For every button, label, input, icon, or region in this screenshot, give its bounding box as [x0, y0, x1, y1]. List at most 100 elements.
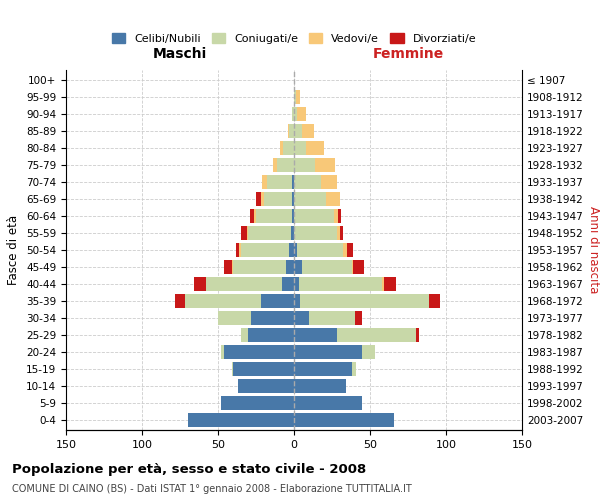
Bar	[283, 141, 294, 155]
Bar	[340, 226, 343, 240]
Bar	[232, 260, 233, 274]
Bar	[315, 158, 335, 172]
Bar	[251, 311, 294, 325]
Bar	[218, 311, 251, 325]
Bar	[194, 277, 206, 291]
Bar	[256, 192, 260, 206]
Bar	[233, 260, 286, 274]
Bar	[322, 175, 337, 189]
Bar	[262, 175, 266, 189]
Y-axis label: Fasce di età: Fasce di età	[7, 215, 20, 285]
Bar	[294, 90, 296, 104]
Bar	[334, 209, 338, 223]
Bar	[256, 209, 292, 223]
Bar	[224, 345, 294, 359]
Bar	[296, 90, 300, 104]
Bar	[294, 107, 297, 121]
Bar	[175, 294, 185, 308]
Bar	[241, 328, 248, 342]
Bar	[239, 243, 241, 257]
Bar	[273, 158, 277, 172]
Bar	[326, 192, 340, 206]
Bar	[302, 260, 352, 274]
Bar	[294, 413, 394, 427]
Bar	[416, 328, 419, 342]
Bar	[309, 311, 355, 325]
Bar	[254, 209, 256, 223]
Legend: Celibi/Nubili, Coniugati/e, Vedovi/e, Divorziati/e: Celibi/Nubili, Coniugati/e, Vedovi/e, Di…	[107, 29, 481, 48]
Bar	[429, 294, 440, 308]
Bar	[294, 192, 326, 206]
Bar	[383, 277, 396, 291]
Bar	[238, 379, 294, 393]
Bar	[382, 277, 383, 291]
Bar	[294, 277, 299, 291]
Bar	[294, 396, 362, 410]
Text: COMUNE DI CAINO (BS) - Dati ISTAT 1° gennaio 2008 - Elaborazione TUTTITALIA.IT: COMUNE DI CAINO (BS) - Dati ISTAT 1° gen…	[12, 484, 412, 494]
Bar	[291, 226, 294, 240]
Bar	[263, 192, 292, 206]
Bar	[289, 124, 294, 138]
Bar	[294, 294, 300, 308]
Bar	[362, 345, 374, 359]
Bar	[188, 413, 294, 427]
Bar	[353, 260, 364, 274]
Text: Femmine: Femmine	[373, 46, 443, 60]
Bar	[294, 158, 315, 172]
Bar	[286, 260, 294, 274]
Bar	[266, 175, 292, 189]
Bar	[247, 226, 248, 240]
Bar	[294, 243, 297, 257]
Bar	[338, 209, 341, 223]
Bar	[280, 141, 283, 155]
Bar	[300, 294, 429, 308]
Y-axis label: Anni di nascita: Anni di nascita	[587, 206, 600, 294]
Bar	[294, 124, 302, 138]
Bar	[292, 209, 294, 223]
Bar	[260, 294, 294, 308]
Bar	[206, 277, 282, 291]
Bar	[294, 141, 306, 155]
Bar	[292, 192, 294, 206]
Bar	[241, 226, 247, 240]
Text: Popolazione per età, sesso e stato civile - 2008: Popolazione per età, sesso e stato civil…	[12, 462, 366, 475]
Bar	[352, 260, 353, 274]
Bar	[294, 311, 309, 325]
Bar	[337, 226, 340, 240]
Bar	[250, 209, 254, 223]
Bar	[297, 243, 343, 257]
Bar	[343, 243, 347, 257]
Bar	[347, 243, 353, 257]
Bar	[294, 362, 352, 376]
Bar	[294, 209, 334, 223]
Bar	[236, 243, 239, 257]
Bar	[306, 141, 325, 155]
Bar	[277, 158, 294, 172]
Bar	[282, 277, 294, 291]
Text: Maschi: Maschi	[153, 46, 207, 60]
Bar	[302, 124, 314, 138]
Bar	[248, 328, 294, 342]
Bar	[294, 260, 302, 274]
Bar	[294, 226, 337, 240]
Bar	[289, 243, 294, 257]
Bar	[292, 175, 294, 189]
Bar	[221, 345, 224, 359]
Bar	[294, 345, 362, 359]
Bar	[248, 226, 291, 240]
Bar	[233, 362, 294, 376]
Bar	[185, 294, 260, 308]
Bar	[224, 260, 232, 274]
Bar	[297, 107, 306, 121]
Bar	[288, 124, 289, 138]
Bar	[232, 362, 233, 376]
Bar	[260, 192, 263, 206]
Bar	[292, 107, 294, 121]
Bar	[294, 379, 346, 393]
Bar	[294, 328, 337, 342]
Bar	[355, 311, 362, 325]
Bar	[337, 328, 416, 342]
Bar	[299, 277, 382, 291]
Bar	[241, 243, 289, 257]
Bar	[294, 175, 322, 189]
